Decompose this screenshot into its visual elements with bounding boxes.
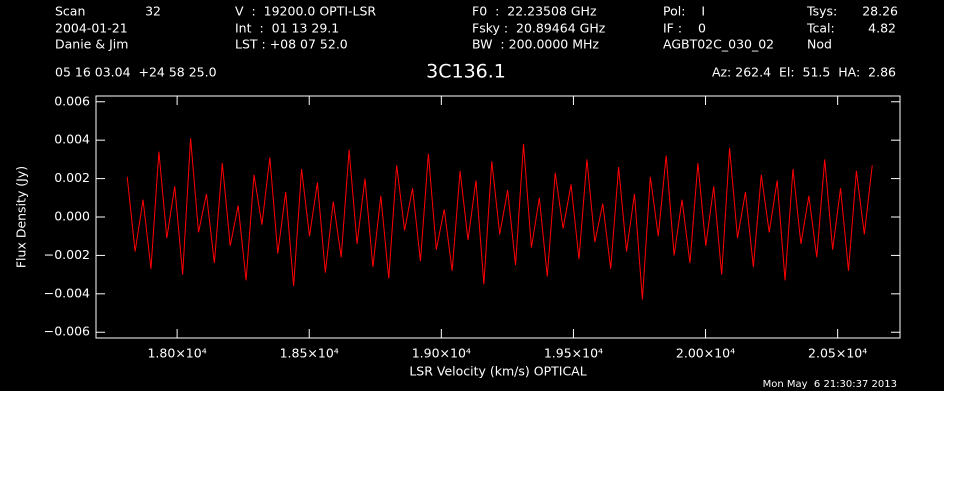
y-axis-label: Flux Density (Jy) [14,166,29,268]
header-field: Int : 01 13 29.1 [235,21,339,36]
header-field: BW : 200.0000 MHz [472,37,599,52]
y-tick-label: 0.002 [54,170,90,185]
timestamp: Mon May 6 21:30:37 2013 [763,379,897,390]
spectrum-line [126,138,873,300]
plot-background [0,0,944,391]
header-field: AGBT02C_030_02 [663,37,774,52]
header-field: 05 16 03.04 +24 58 25.0 [55,65,217,80]
header-field: IF : 0 [663,21,706,36]
x-tick-label: 2.05×10⁴ [808,346,867,361]
x-tick-label: 1.95×10⁴ [544,346,603,361]
y-tick-label: −0.002 [44,247,90,262]
header-field: Danie & Jim [55,37,128,52]
header-field: Pol: I [663,4,705,19]
header-field: V : 19200.0 OPTI-LSR [235,4,376,19]
header-field: Scan [55,4,85,19]
x-axis-label: LSR Velocity (km/s) OPTICAL [409,364,586,379]
y-tick-label: −0.004 [44,285,90,300]
header-field: Nod [807,37,832,52]
header-field: Az: 262.4 El: 51.5 HA: 2.86 [712,65,896,80]
header-field: LST : +08 07 52.0 [235,37,348,52]
header-field: Fsky : 20.89464 GHz [472,21,606,36]
y-tick-label: 0.004 [54,132,90,147]
header-field: Tcal: [806,21,835,36]
x-tick-label: 1.90×10⁴ [412,346,471,361]
header-field: 28.26 [862,4,898,19]
header-field: 32 [145,4,161,19]
y-tick-label: 0.000 [54,209,90,224]
chart-title: 3C136.1 [426,61,506,83]
header-field: F0 : 22.23508 GHz [472,4,597,19]
header-field: 4.82 [868,21,896,36]
y-tick-label: −0.006 [44,324,90,339]
x-tick-label: 2.00×10⁴ [676,346,735,361]
header-field: 2004-01-21 [55,21,128,36]
header-field: Tsys: [806,4,837,19]
y-tick-label: 0.006 [54,93,90,108]
x-tick-label: 1.85×10⁴ [280,346,339,361]
x-tick-label: 1.80×10⁴ [147,346,206,361]
